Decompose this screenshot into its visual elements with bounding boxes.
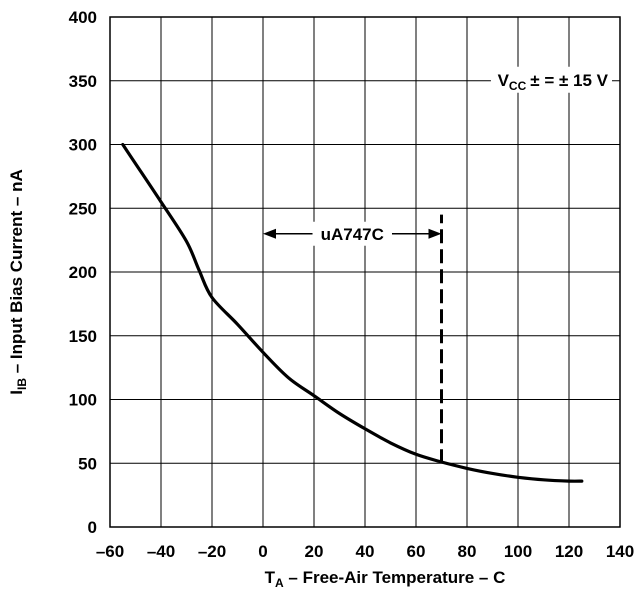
x-tick-label: 100: [504, 542, 532, 561]
y-axis-label: IIB – Input Bias Current – nA: [7, 169, 29, 394]
y-axis-label-sub: IB: [15, 378, 29, 390]
x-tick-label: 0: [258, 542, 267, 561]
x-tick-label: 80: [458, 542, 477, 561]
y-tick-label: 150: [69, 327, 97, 346]
range-arrow-right-head: [428, 228, 442, 239]
y-tick-label: 400: [69, 8, 97, 27]
range-label-background: [312, 221, 392, 246]
vcc-main: V: [498, 71, 510, 90]
y-tick-label: 350: [69, 72, 97, 91]
bias-current-curve: [121, 142, 584, 483]
x-axis-label-rest: – Free-Air Temperature – C: [284, 568, 506, 587]
x-tick-label: 60: [407, 542, 426, 561]
x-tick-labels: –60 –40 –20 0 20 40 60 80 100 120 140: [96, 542, 634, 561]
x-axis-label-sub: A: [275, 576, 284, 589]
vcc-rest: ± = ± 15 V: [530, 71, 608, 90]
x-tick-label: –60: [96, 542, 124, 561]
y-axis-label-rest: – Input Bias Current – nA: [7, 169, 26, 378]
y-tick-label: 300: [69, 136, 97, 155]
x-tick-label: –20: [198, 542, 226, 561]
range-label: uA747C: [321, 225, 384, 244]
y-tick-labels: 0 50 100 150 200 250 300 350 400: [69, 8, 97, 537]
y-axis-label-main: I: [7, 390, 26, 395]
vcc-sub: CC: [509, 79, 527, 93]
vcc-label: VCC ± = ± 15 V: [498, 71, 609, 93]
x-tick-label: 20: [305, 542, 324, 561]
x-tick-label: 140: [606, 542, 634, 561]
y-tick-label: 0: [88, 518, 97, 537]
y-tick-label: 100: [69, 391, 97, 410]
y-tick-label: 250: [69, 199, 97, 218]
vcc-label-background: [490, 66, 612, 93]
grid-lines: [109, 16, 621, 528]
y-tick-label: 200: [69, 263, 97, 282]
x-axis-label: TA – Free-Air Temperature – C: [265, 568, 506, 589]
range-arrow-left-head: [263, 228, 276, 239]
x-axis-label-main: T: [265, 568, 276, 587]
y-tick-label: 50: [78, 454, 97, 473]
plot-frame: [109, 16, 621, 528]
x-tick-label: 40: [356, 542, 375, 561]
x-tick-label: –40: [147, 542, 175, 561]
x-tick-label: 120: [555, 542, 583, 561]
